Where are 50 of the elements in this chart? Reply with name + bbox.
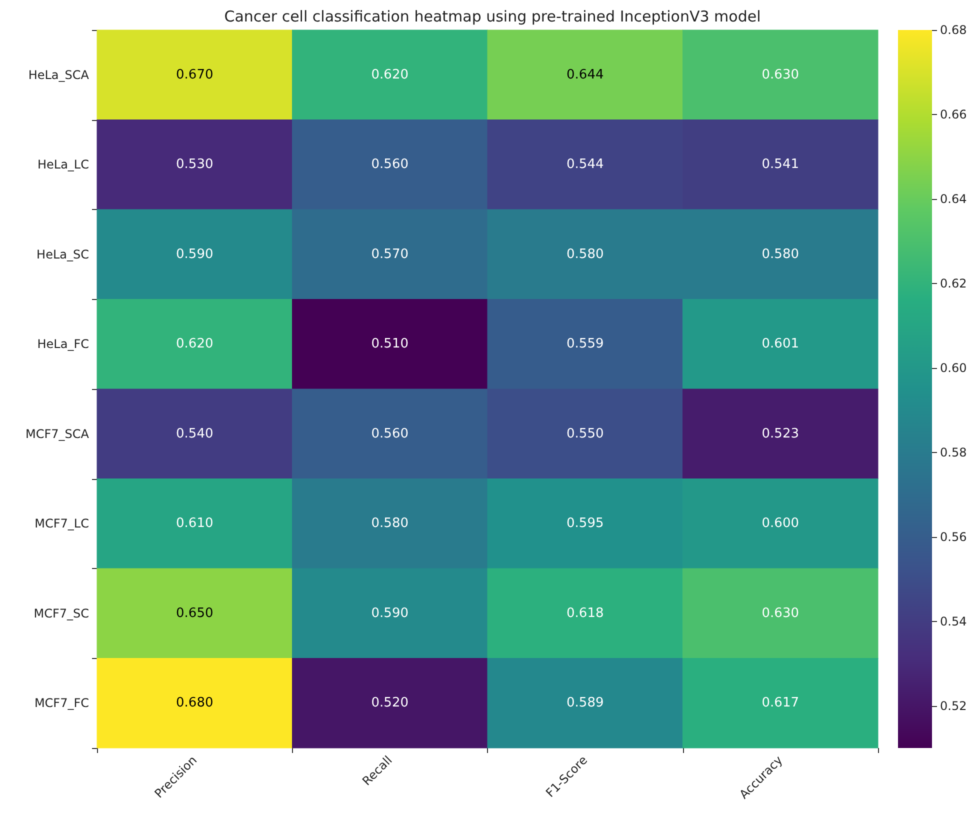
color-bar-label: 0.60 (940, 360, 967, 375)
data-label: 0.601 (762, 336, 799, 352)
data-label: 0.560 (371, 426, 408, 442)
data-label: 0.544 (566, 157, 604, 172)
chart-title: Cancer cell classification heatmap using pre-trained InceptionV3 model (224, 8, 761, 26)
data-label: 0.617 (762, 696, 799, 711)
color-bar-label: 0.58 (940, 445, 967, 460)
data-label: 0.590 (371, 606, 408, 621)
data-label: 0.523 (762, 426, 799, 442)
y-tick-label: HeLa_LC (37, 158, 89, 172)
color-bar-label: 0.62 (940, 276, 967, 290)
data-label: 0.610 (176, 516, 214, 532)
y-tick-label: HeLa_SC (36, 247, 89, 262)
data-label: 0.630 (762, 606, 799, 621)
data-label: 0.600 (762, 516, 799, 532)
data-label: 0.670 (176, 67, 214, 82)
y-tick-label: HeLa_SCA (28, 68, 90, 82)
data-label: 0.510 (371, 336, 408, 352)
data-label: 0.550 (566, 426, 604, 442)
color-bar-label: 0.68 (940, 23, 967, 37)
data-label: 0.620 (371, 67, 408, 82)
data-label: 0.580 (566, 246, 604, 262)
data-label: 0.520 (371, 696, 408, 711)
color-bar-label: 0.64 (940, 192, 967, 206)
data-label: 0.580 (762, 246, 799, 262)
data-label: 0.570 (371, 246, 408, 262)
color-bar-label: 0.56 (940, 530, 967, 544)
color-bar-label: 0.54 (940, 614, 967, 628)
data-label: 0.541 (762, 157, 799, 172)
data-label: 0.590 (176, 246, 214, 262)
data-label: 0.618 (566, 606, 604, 621)
data-label: 0.595 (566, 516, 604, 532)
y-tick-label: MCF7_SC (34, 606, 89, 620)
data-label: 0.680 (176, 696, 214, 711)
color-bar-label: 0.66 (940, 107, 967, 122)
data-label: 0.589 (566, 696, 604, 711)
data-label: 0.530 (176, 157, 214, 172)
data-label: 0.630 (762, 67, 799, 82)
color-bar-label: 0.52 (940, 698, 967, 713)
y-tick-label: HeLa_FC (37, 337, 89, 352)
data-label: 0.620 (176, 336, 214, 352)
data-label: 0.560 (371, 157, 408, 172)
data-label: 0.559 (566, 336, 604, 352)
y-tick-label: MCF7_FC (34, 696, 89, 710)
data-label: 0.644 (566, 67, 604, 82)
y-tick-label: MCF7_SCA (26, 426, 90, 441)
y-tick-label: MCF7_LC (34, 516, 89, 531)
data-label: 0.650 (176, 606, 214, 621)
data-label: 0.580 (371, 516, 408, 532)
data-label: 0.540 (176, 426, 214, 442)
